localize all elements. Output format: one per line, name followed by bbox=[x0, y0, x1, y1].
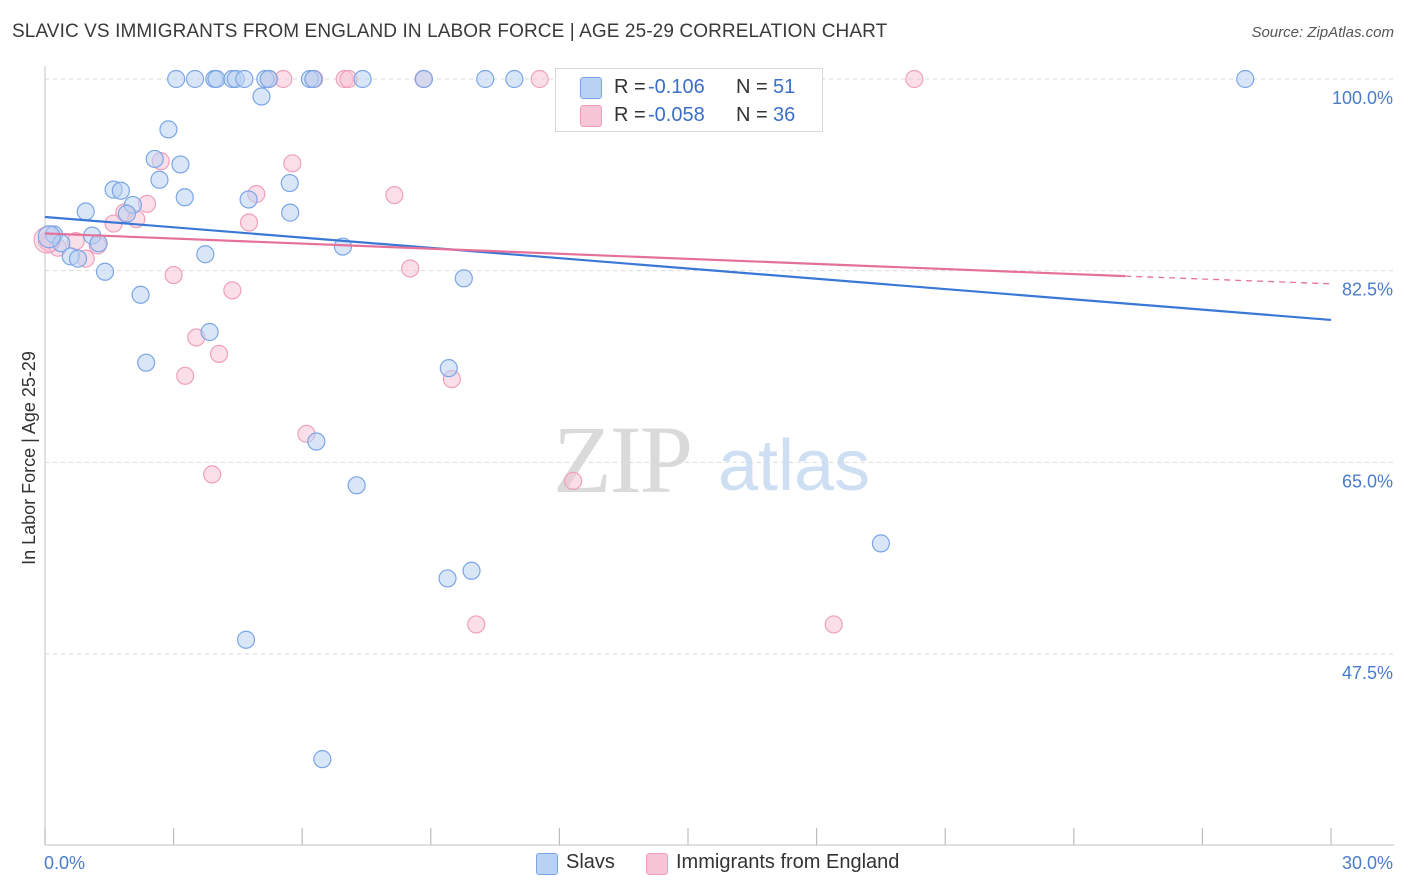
slavs-point bbox=[235, 69, 254, 89]
slavs-point bbox=[347, 476, 366, 495]
slavs-points bbox=[37, 69, 1255, 769]
legend-row-slavs: R = -0.106 N = 51 bbox=[556, 74, 822, 102]
england-point bbox=[385, 185, 404, 205]
slavs-point bbox=[196, 245, 215, 264]
slavs-point bbox=[871, 534, 891, 553]
england-point bbox=[905, 69, 924, 89]
slavs-point bbox=[454, 269, 473, 288]
gridlines bbox=[45, 78, 1394, 655]
slavs-point bbox=[1236, 69, 1255, 89]
slavs-legend-label: Slavs bbox=[566, 851, 615, 873]
england-point bbox=[824, 615, 843, 634]
slavs-point bbox=[313, 750, 332, 769]
slavs-legend-swatch bbox=[536, 853, 558, 875]
slavs-point bbox=[171, 155, 190, 174]
england-point bbox=[239, 213, 259, 232]
tick-labels: 100.0% 82.5% 65.0% 47.5% 0.0% 30.0% bbox=[44, 88, 1393, 873]
y-axis-label: In Labor Force | Age 25-29 bbox=[19, 351, 39, 565]
england-point bbox=[564, 471, 583, 491]
slavs-point bbox=[280, 173, 299, 193]
r-label: R = bbox=[614, 76, 646, 98]
england-point bbox=[467, 615, 486, 634]
slavs-point bbox=[438, 569, 457, 588]
slavs-point bbox=[236, 630, 256, 649]
england-point bbox=[203, 465, 222, 484]
slavs-point bbox=[131, 285, 150, 304]
slavs-point bbox=[137, 353, 156, 372]
slavs-point bbox=[159, 120, 178, 139]
x-tick-label-max: 30.0% bbox=[1342, 853, 1393, 873]
slavs-point bbox=[353, 69, 372, 89]
slavs-point bbox=[145, 149, 164, 169]
england-point bbox=[223, 281, 242, 300]
slavs-point bbox=[117, 204, 136, 223]
x-tick-label-min: 0.0% bbox=[44, 853, 85, 873]
slavs-point bbox=[167, 69, 186, 89]
slavs-point bbox=[207, 69, 226, 89]
watermark-zip: ZIP bbox=[553, 406, 691, 513]
slavs-trend-line bbox=[44, 215, 1332, 322]
england-points bbox=[33, 69, 924, 634]
slavs-point bbox=[439, 359, 458, 378]
england-point bbox=[209, 344, 229, 364]
slavs-point bbox=[259, 69, 278, 89]
england-trend-line bbox=[44, 232, 1126, 278]
n-value: 51 bbox=[773, 76, 796, 98]
stats-legend: R = -0.106 N = 51 R = -0.058 N = 36 bbox=[555, 68, 823, 132]
slavs-point bbox=[252, 87, 271, 106]
r-label: R = bbox=[614, 104, 646, 126]
slavs-point bbox=[89, 234, 108, 253]
n-label: N = bbox=[736, 76, 768, 98]
slavs-point bbox=[37, 225, 61, 249]
watermark-atlas: atlas bbox=[718, 426, 870, 506]
slavs-point bbox=[239, 190, 258, 209]
slavs-point bbox=[307, 432, 326, 451]
slavs-swatch bbox=[580, 77, 602, 99]
england-point bbox=[283, 154, 302, 173]
chart-title: SLAVIC VS IMMIGRANTS FROM ENGLAND IN LAB… bbox=[12, 21, 888, 42]
england-trend-extension bbox=[1125, 275, 1332, 285]
n-label: N = bbox=[736, 104, 768, 126]
watermark: ZIP atlas bbox=[553, 406, 870, 513]
slavs-point bbox=[462, 561, 481, 580]
y-tick-label: 82.5% bbox=[1342, 280, 1393, 300]
england-point bbox=[164, 265, 183, 285]
slavs-point bbox=[304, 69, 323, 89]
slavs-point bbox=[150, 170, 169, 189]
slavs-point bbox=[281, 203, 300, 222]
england-point bbox=[530, 69, 549, 89]
slavs-point bbox=[175, 188, 194, 207]
axes bbox=[44, 66, 1394, 846]
r-value: -0.106 bbox=[648, 76, 705, 98]
slavs-point bbox=[111, 181, 130, 200]
slavs-point bbox=[414, 69, 434, 89]
slavs-point bbox=[185, 69, 205, 89]
england-point bbox=[401, 259, 420, 278]
england-legend-swatch bbox=[646, 853, 668, 875]
slavs-point bbox=[476, 69, 495, 89]
legend-row-england: R = -0.058 N = 36 bbox=[556, 102, 822, 130]
slavs-point bbox=[76, 202, 95, 221]
n-value: 36 bbox=[773, 104, 796, 126]
y-tick-label: 65.0% bbox=[1342, 471, 1393, 491]
england-legend-label: Immigrants from England bbox=[676, 851, 900, 873]
england-point bbox=[176, 366, 195, 385]
trend-lines bbox=[44, 215, 1332, 322]
slavs-point bbox=[95, 262, 115, 281]
slavs-point bbox=[200, 322, 219, 342]
y-tick-label: 100.0% bbox=[1332, 88, 1393, 108]
r-value: -0.058 bbox=[648, 104, 705, 126]
slavs-point bbox=[505, 69, 524, 89]
y-tick-label: 47.5% bbox=[1342, 663, 1393, 683]
source-label: Source: ZipAtlas.com bbox=[1251, 24, 1394, 41]
england-swatch bbox=[580, 105, 602, 127]
slavs-point bbox=[68, 249, 88, 268]
